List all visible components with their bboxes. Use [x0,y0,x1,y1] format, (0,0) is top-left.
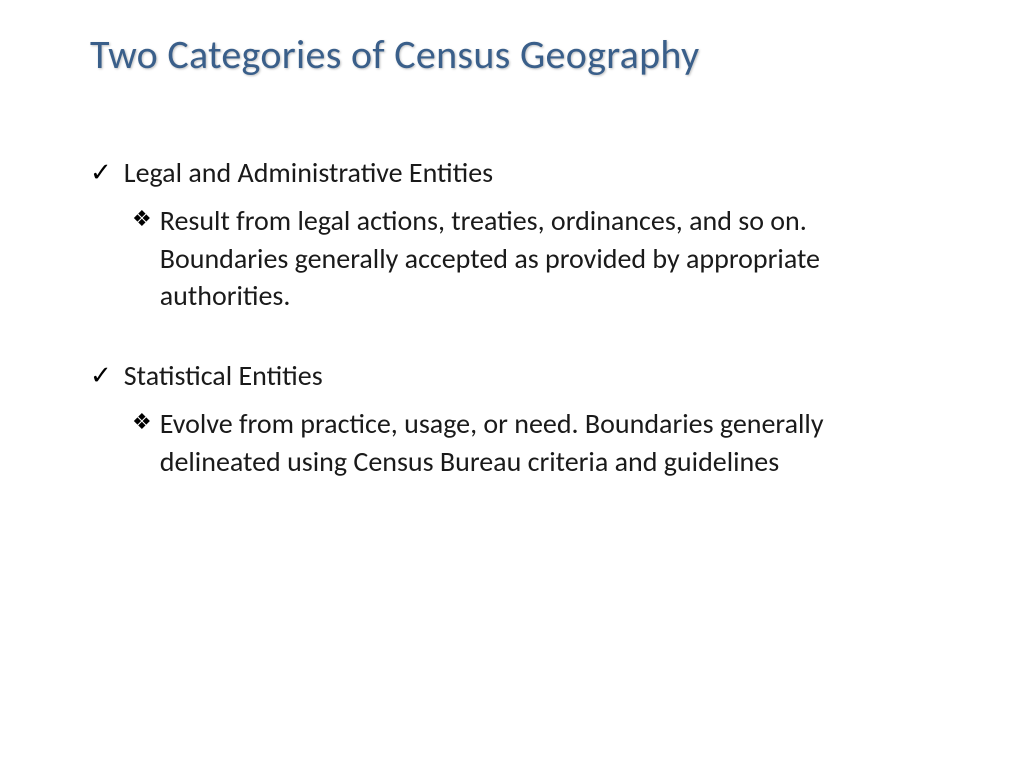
sub-bullet-text: Result from legal actions, treaties, ord… [160,202,934,315]
sub-bullet-item-1: ❖ Result from legal actions, treaties, o… [132,202,934,315]
checkmark-icon: ✓ [90,154,112,190]
sub-bullet-item-2: ❖ Evolve from practice, usage, or need. … [132,405,934,481]
diamond-icon: ❖ [132,405,152,438]
sub-bullet-text: Evolve from practice, usage, or need. Bo… [160,405,934,481]
diamond-icon: ❖ [132,202,152,235]
bullet-text: Statistical Entities [124,357,323,395]
checkmark-icon: ✓ [90,357,112,393]
bullet-text: Legal and Administrative Entities [124,154,493,192]
slide-content: ✓ Legal and Administrative Entities ❖ Re… [90,154,934,481]
slide-title: Two Categories of Census Geography [90,30,934,79]
bullet-item-2: ✓ Statistical Entities [90,357,934,395]
slide-container: Two Categories of Census Geography ✓ Leg… [0,0,1024,768]
bullet-item-1: ✓ Legal and Administrative Entities [90,154,934,192]
